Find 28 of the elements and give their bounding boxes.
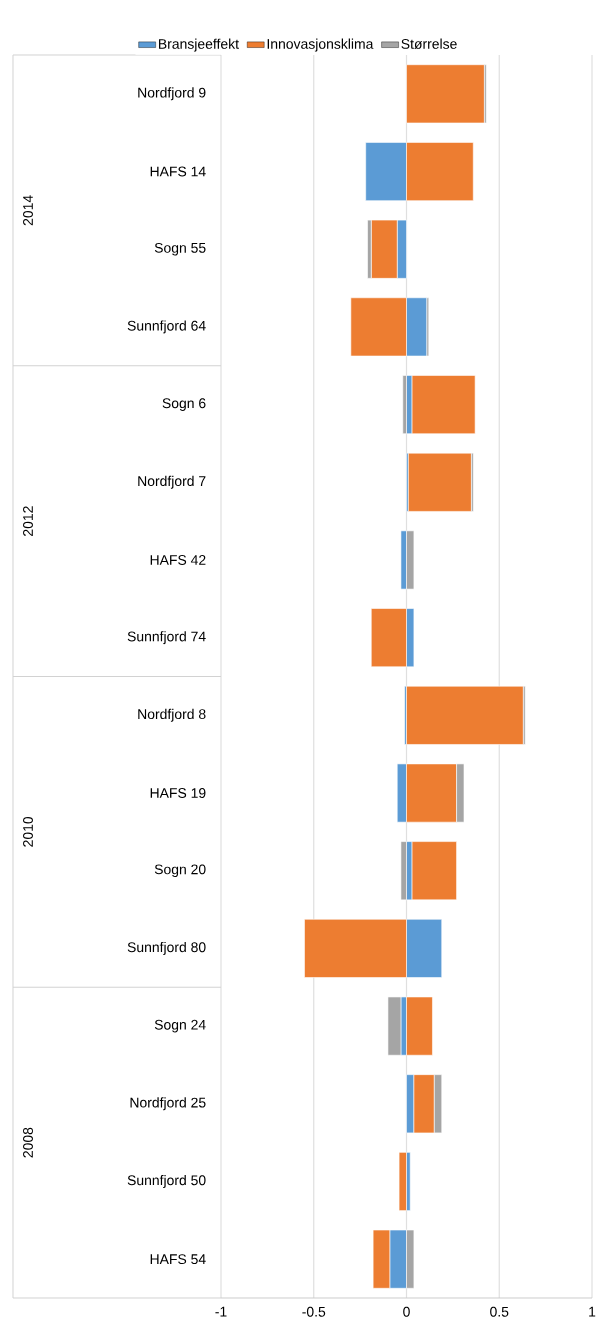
text: 2014 [23, 195, 33, 226]
y-tick-label: Sunnfjord 80 [127, 941, 206, 955]
legend-label: Innovasjonsklima [267, 38, 374, 52]
y-tick-label: HAFS 14 [150, 166, 206, 177]
x-tick-label: -0.5 [302, 1306, 326, 1317]
y-tick-label: Sogn 6 [162, 398, 206, 411]
y-tick-label: Nordfjord 8 [138, 708, 206, 722]
y-tick-label: HAFS 42 [150, 555, 206, 565]
x-tick-label: 0.5 [490, 1306, 509, 1317]
x-tick-label: -1 [215, 1306, 227, 1317]
y-tick-label: Nordfjord 7 [138, 475, 206, 489]
text: 2008 [23, 1127, 33, 1158]
y-tick-label: Sogn 24 [154, 1019, 206, 1033]
text: 2010 [23, 816, 33, 847]
x-tick-label: 1 [589, 1306, 596, 1317]
y-tick-label: HAFS 19 [150, 788, 206, 798]
x-tick-label: 0 [403, 1306, 410, 1317]
y-tick-label: Sogn 55 [154, 242, 206, 256]
y-tick-label: HAFS 54 [150, 1254, 206, 1265]
y-tick-label: Sunnfjord 64 [127, 320, 206, 334]
y-tick-label: Sunnfjord 74 [127, 631, 206, 645]
legend-label: Størrelse [401, 38, 457, 49]
y-tick-label: Sunnfjord 50 [127, 1174, 206, 1188]
y-tick-label: Nordfjord 25 [130, 1097, 206, 1111]
y-tick-label: Nordfjord 9 [138, 87, 206, 101]
y-tick-label: Sogn 20 [154, 864, 206, 878]
legend-label: Bransjeeffekt [159, 38, 239, 52]
text: 2012 [23, 506, 33, 536]
